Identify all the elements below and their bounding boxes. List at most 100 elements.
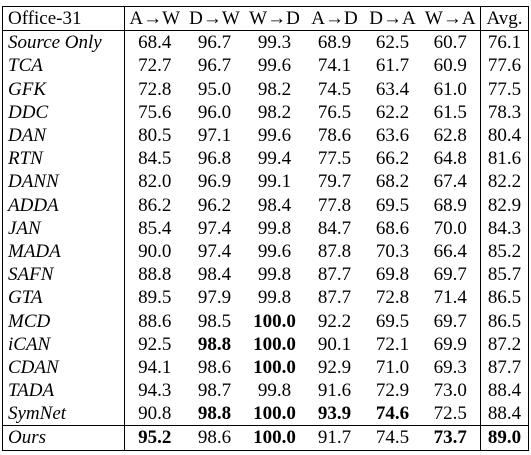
table-cell: 82.0 — [138, 171, 172, 193]
table-cell: 97.4 — [197, 240, 232, 262]
table-cell: 69.8 — [375, 264, 410, 286]
table-cell: 87.7 — [480, 355, 529, 379]
table-row: GFK 72.8 95.0 98.2 74.5 63.4 61.0 77.5 — [2, 77, 529, 101]
table-cell: 98.4 — [197, 264, 232, 286]
results-table-container: Office-31 A→W D→W W→D A→D D→A W→A Avg. S… — [2, 5, 529, 451]
method-name: DANN — [2, 170, 125, 194]
column-header: W→A — [420, 5, 481, 32]
method-name: GTA — [2, 286, 125, 310]
table-cell: 68.9 — [317, 32, 352, 54]
table-cell: 72.7 — [138, 55, 172, 77]
table-cell: 90.1 — [317, 333, 352, 355]
table-cell: 98.4 — [257, 194, 292, 216]
table-cell: 98.8 — [197, 333, 232, 355]
table-cell: 89.5 — [138, 287, 172, 309]
table-cell: 86.2 — [138, 194, 172, 216]
table-cell: 77.5 — [480, 77, 529, 101]
results-table: Office-31 A→W D→W W→D A→D D→A W→A Avg. S… — [2, 5, 529, 451]
table-cell: 99.1 — [257, 171, 292, 193]
table-cell: 70.0 — [420, 216, 481, 240]
table-cell: 74.5 — [364, 425, 421, 451]
method-name: MADA — [2, 239, 125, 264]
table-cell: 84.5 — [138, 148, 172, 170]
table-row: DAN 80.5 97.1 99.6 78.6 63.6 62.8 80.4 — [2, 123, 529, 148]
table-cell: 61.7 — [375, 55, 410, 77]
table-cell: 84.7 — [317, 217, 352, 239]
table-cell: 79.7 — [317, 171, 352, 193]
table-cell: 75.6 — [138, 101, 172, 123]
table-cell: 80.5 — [138, 125, 172, 147]
table-cell: 88.6 — [138, 310, 172, 332]
table-cell: 96.0 — [197, 101, 232, 123]
table-cell: 73.0 — [420, 379, 481, 403]
table-cell: 98.6 — [197, 356, 232, 378]
table-row: TADA 94.3 98.7 99.8 91.6 72.9 73.0 88.4 — [2, 379, 529, 403]
table-cell: 100.0 — [244, 425, 305, 451]
table-cell: 99.4 — [257, 148, 292, 170]
method-name: GFK — [2, 77, 125, 101]
table-cell: 99.3 — [257, 32, 292, 54]
table-cell: 71.0 — [375, 356, 410, 378]
column-header: Avg. — [480, 5, 529, 32]
table-cell: 69.3 — [420, 355, 481, 379]
table-cell: 99.8 — [257, 217, 292, 239]
table-cell: 98.2 — [257, 101, 292, 123]
table-cell: 99.6 — [257, 55, 292, 77]
table-cell: 69.7 — [420, 263, 481, 287]
table-cell: 74.6 — [375, 403, 410, 425]
table-cell: 86.5 — [480, 286, 529, 310]
table-cell: 62.2 — [375, 101, 410, 123]
table-body: Source Only 68.4 96.7 99.3 68.9 62.5 60.7 76.1 T… — [2, 30, 529, 451]
table-row: DDC 75.6 96.0 98.2 76.5 62.2 61.5 78.3 — [2, 100, 529, 124]
table-cell: 73.7 — [420, 425, 481, 451]
table-cell: 99.8 — [257, 380, 292, 402]
column-header: W→D — [244, 5, 305, 32]
table-cell: 95.0 — [197, 78, 232, 100]
table-row: Source Only 68.4 96.7 99.3 68.9 62.5 60.7 76.1 — [2, 30, 529, 55]
table-cell: 68.6 — [375, 217, 410, 239]
table-cell: 61.5 — [420, 100, 481, 124]
table-cell: 74.5 — [317, 78, 352, 100]
table-row: Ours 95.2 98.6 100.0 91.7 74.5 73.7 89.0 — [2, 425, 529, 451]
method-name: TCA — [2, 54, 125, 78]
table-cell: 92.2 — [317, 310, 352, 332]
table-cell: 77.8 — [317, 194, 352, 216]
table-cell: 100.0 — [253, 310, 296, 332]
table-cell: 68.9 — [420, 193, 481, 217]
table-cell: 78.6 — [317, 125, 352, 147]
table-cell: 99.6 — [257, 240, 292, 262]
table-cell: 69.9 — [420, 332, 481, 356]
method-name: DDC — [2, 100, 125, 124]
table-row: ADDA 86.2 96.2 98.4 77.8 69.5 68.9 82.9 — [2, 193, 529, 217]
table-cell: 91.6 — [317, 380, 352, 402]
table-cell: 69.5 — [375, 310, 410, 332]
method-name: JAN — [2, 216, 125, 240]
table-cell: 90.8 — [138, 403, 172, 425]
table-row: CDAN 94.1 98.6 100.0 92.9 71.0 69.3 87.7 — [2, 355, 529, 379]
table-cell: 86.5 — [480, 309, 529, 333]
table-cell: 69.7 — [420, 309, 481, 333]
table-row: JAN 85.4 97.4 99.8 84.7 68.6 70.0 84.3 — [2, 216, 529, 240]
table-cell: 97.9 — [197, 287, 232, 309]
column-header: D→A — [364, 5, 421, 32]
method-name: TADA — [2, 379, 125, 403]
table-cell: 63.6 — [375, 125, 410, 147]
column-header: A→W — [124, 5, 185, 32]
table-cell: 76.1 — [480, 30, 529, 55]
table-cell: 87.2 — [480, 332, 529, 356]
method-name: ADDA — [2, 193, 125, 217]
table-cell: 94.3 — [138, 380, 172, 402]
table-cell: 89.0 — [480, 425, 529, 451]
table-cell: 88.4 — [480, 379, 529, 403]
method-name: Ours — [2, 425, 125, 451]
table-row: TCA 72.7 96.7 99.6 74.1 61.7 60.9 77.6 — [2, 54, 529, 78]
table-cell: 85.7 — [480, 263, 529, 287]
table-cell: 77.5 — [317, 148, 352, 170]
method-name: CDAN — [2, 355, 125, 379]
table-cell: 68.4 — [138, 32, 172, 54]
table-cell: 88.4 — [480, 402, 529, 426]
table-row: SymNet 90.8 98.8 100.0 93.9 74.6 72.5 88.4 — [2, 402, 529, 426]
table-cell: 90.0 — [138, 240, 172, 262]
table-cell: 93.9 — [317, 403, 352, 425]
table-cell: 85.4 — [138, 217, 172, 239]
